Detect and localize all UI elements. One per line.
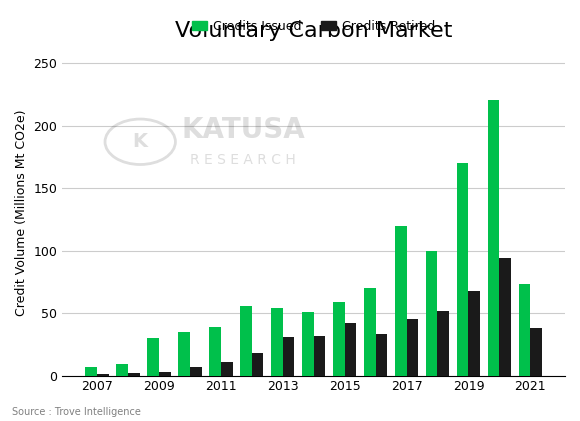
Text: R E S E A R C H: R E S E A R C H: [190, 153, 296, 167]
Bar: [364, 288, 376, 376]
Text: KATUSA: KATUSA: [182, 117, 305, 144]
Bar: [395, 226, 407, 376]
Bar: [333, 302, 345, 376]
Bar: [221, 362, 233, 376]
Bar: [209, 327, 221, 376]
Legend: Credits Issued, Credits Retired: Credits Issued, Credits Retired: [187, 15, 440, 38]
Bar: [240, 306, 252, 376]
Bar: [159, 372, 171, 376]
Bar: [437, 311, 450, 376]
Bar: [128, 373, 140, 376]
Bar: [252, 353, 263, 376]
Bar: [469, 290, 480, 376]
Bar: [314, 336, 325, 376]
Bar: [178, 332, 190, 376]
Bar: [302, 312, 314, 376]
Bar: [499, 258, 511, 376]
Text: K: K: [133, 132, 148, 151]
Bar: [282, 337, 295, 376]
Bar: [530, 328, 542, 376]
Bar: [85, 367, 97, 376]
Bar: [426, 250, 437, 376]
Text: Source : Trove Intelligence: Source : Trove Intelligence: [12, 407, 140, 417]
Bar: [147, 338, 159, 376]
Title: Voluntary Carbon Market: Voluntary Carbon Market: [175, 21, 452, 41]
Bar: [407, 319, 418, 376]
Bar: [271, 308, 282, 376]
Bar: [97, 374, 108, 376]
Bar: [116, 364, 128, 376]
Y-axis label: Credit Volume (Millions Mt CO2e): Credit Volume (Millions Mt CO2e): [15, 110, 28, 317]
Bar: [190, 367, 202, 376]
Bar: [345, 323, 356, 376]
Bar: [376, 334, 387, 376]
Bar: [519, 284, 530, 376]
Bar: [488, 100, 499, 376]
Bar: [456, 163, 469, 376]
